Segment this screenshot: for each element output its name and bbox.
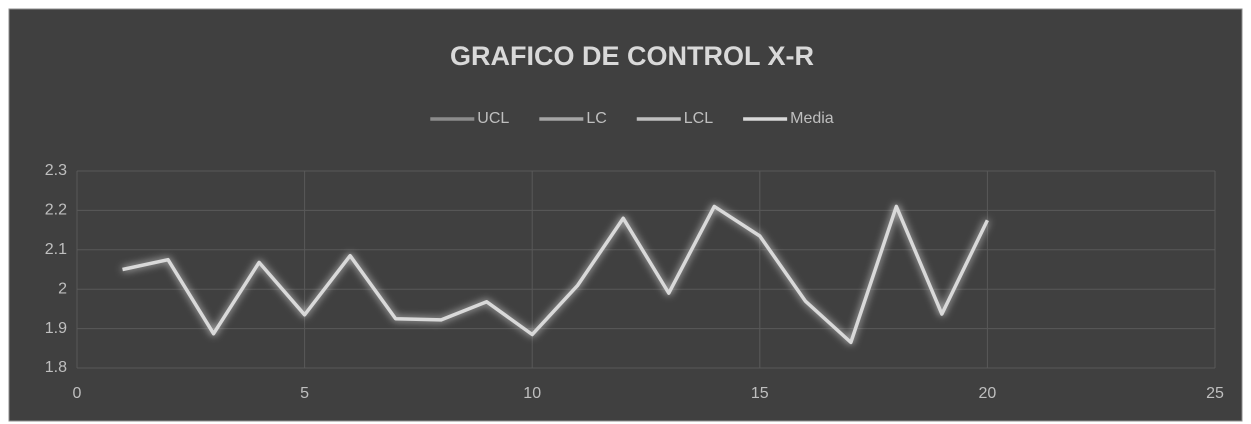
legend-label: LCL (684, 110, 713, 127)
x-tick-label: 15 (751, 385, 769, 402)
legend-item: LCL (636, 110, 713, 127)
legend-item: UCL (430, 110, 509, 127)
chart-background (8, 8, 1243, 422)
chart-title: GRAFICO DE CONTROL X-R (450, 41, 814, 71)
x-tick-label: 20 (979, 385, 997, 402)
legend-item: LC (539, 110, 607, 127)
y-tick-label: 2.1 (45, 241, 67, 258)
legend-label: LC (586, 110, 606, 127)
y-tick-label: 1.8 (45, 359, 67, 376)
legend-item: Media (743, 110, 834, 127)
legend-label: Media (790, 110, 834, 127)
x-tick-label: 10 (523, 385, 541, 402)
y-tick-label: 2.3 (45, 162, 67, 179)
y-tick-label: 2.2 (45, 202, 67, 219)
series-line (122, 204, 989, 345)
x-tick-label: 5 (300, 385, 309, 402)
y-tick-label: 1.9 (45, 320, 67, 337)
legend-label: UCL (477, 110, 509, 127)
x-tick-label: 25 (1206, 385, 1224, 402)
y-tick-label: 2 (58, 280, 67, 297)
x-tick-label: 0 (73, 385, 82, 402)
